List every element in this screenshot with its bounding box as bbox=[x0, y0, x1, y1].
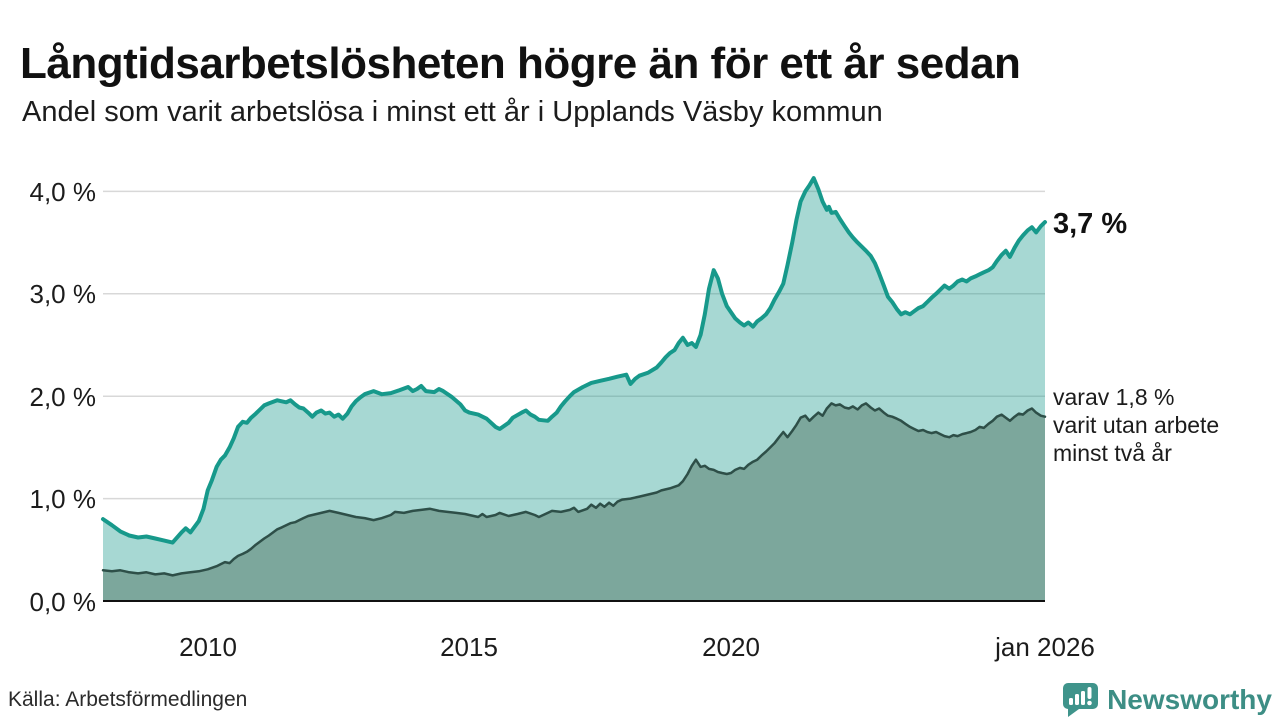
y-tick-label: 0,0 % bbox=[29, 587, 97, 617]
annotation-line: minst två år bbox=[1053, 440, 1172, 466]
series2-annotation: varav 1,8 % varit utan arbete minst två … bbox=[1053, 383, 1219, 467]
newsworthy-logo: Newsworthy bbox=[1062, 682, 1272, 718]
x-tick-label: 2020 bbox=[702, 632, 760, 662]
series1-end-value-label: 3,7 % bbox=[1053, 208, 1128, 240]
y-tick-label: 3,0 % bbox=[29, 279, 97, 309]
newsworthy-wordmark: Newsworthy bbox=[1107, 684, 1272, 715]
annotation-line: varav 1,8 % bbox=[1053, 384, 1175, 410]
y-tick-label: 4,0 % bbox=[29, 177, 97, 207]
y-tick-label: 1,0 % bbox=[29, 484, 97, 514]
series2-line bbox=[101, 402, 1047, 577]
x-tick-label: jan 2026 bbox=[995, 632, 1095, 662]
annotation-line: varit utan arbete bbox=[1053, 412, 1220, 438]
source-note: Källa: Arbetsförmedlingen bbox=[8, 688, 248, 711]
page-title: Långtidsarbetslösheten högre än för ett … bbox=[20, 39, 1021, 89]
x-tick-label: 2010 bbox=[179, 632, 237, 662]
y-tick-label: 2,0 % bbox=[29, 382, 97, 412]
x-tick-label: 2015 bbox=[440, 632, 498, 662]
series2-area bbox=[103, 403, 1045, 601]
newsworthy-bubble-chart-icon bbox=[1063, 683, 1099, 717]
page-subtitle: Andel som varit arbetslösa i minst ett å… bbox=[22, 96, 883, 128]
gridlines-path bbox=[103, 190, 1045, 500]
series1-line bbox=[101, 176, 1047, 545]
